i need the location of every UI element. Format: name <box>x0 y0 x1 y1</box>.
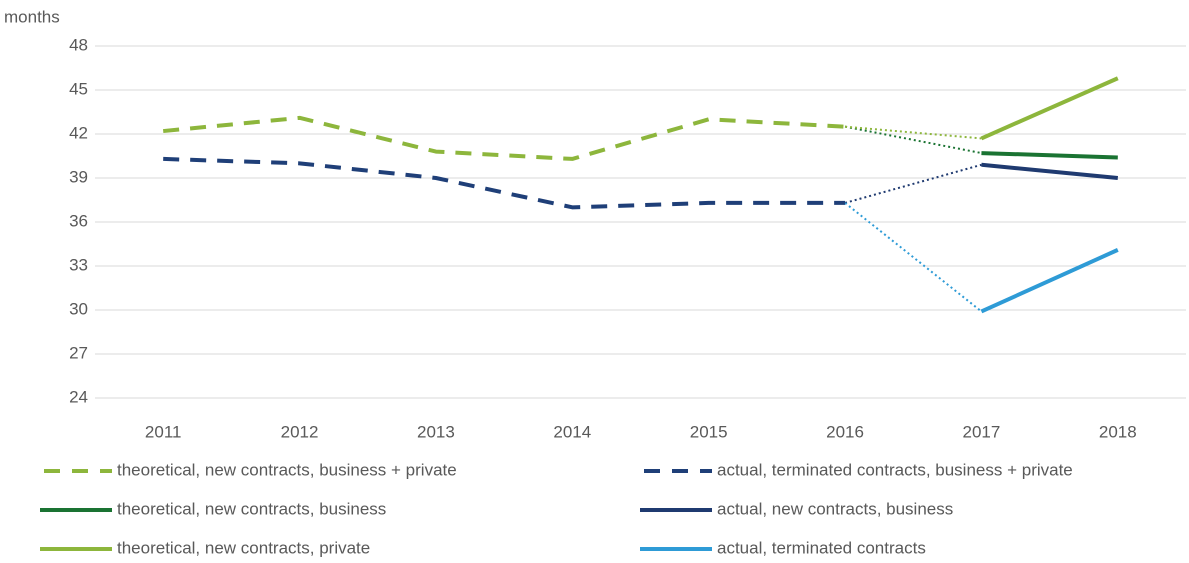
x-tick-label: 2011 <box>145 422 182 441</box>
x-tick-label: 2017 <box>963 422 1001 441</box>
y-tick-label: 48 <box>69 35 88 54</box>
y-tick-label: 24 <box>69 387 88 406</box>
legend-label: theoretical, new contracts, business + p… <box>117 460 457 479</box>
y-tick-label: 27 <box>69 343 88 362</box>
x-tick-label: 2015 <box>690 422 728 441</box>
series-line <box>980 76 1119 141</box>
y-tick-label: 30 <box>69 299 88 318</box>
series-line <box>162 115 846 161</box>
bridge-line <box>844 125 982 155</box>
series-line <box>981 162 1119 180</box>
series-line <box>980 248 1119 314</box>
legend-label: theoretical, new contracts, private <box>117 538 370 557</box>
x-tick-label: 2018 <box>1099 422 1137 441</box>
y-axis-label: months <box>4 7 60 26</box>
y-tick-label: 39 <box>69 167 88 186</box>
y-tick-label: 42 <box>69 123 88 142</box>
legend-label: actual, terminated contracts, business +… <box>717 460 1073 479</box>
series-line <box>163 156 846 210</box>
y-tick-label: 33 <box>69 255 88 274</box>
legend-label: actual, new contracts, business <box>717 499 953 518</box>
legend-label: actual, terminated contracts <box>717 538 926 557</box>
legend-label: theoretical, new contracts, business <box>117 499 386 518</box>
bridge-line <box>844 125 982 140</box>
bridge-line <box>844 202 983 313</box>
x-tick-label: 2014 <box>553 422 591 441</box>
x-tick-label: 2016 <box>826 422 864 441</box>
bridge-line <box>844 163 982 204</box>
x-tick-label: 2013 <box>417 422 455 441</box>
series-line <box>981 151 1118 160</box>
y-tick-label: 45 <box>69 79 88 98</box>
y-tick-label: 36 <box>69 211 88 230</box>
x-tick-label: 2012 <box>281 422 319 441</box>
